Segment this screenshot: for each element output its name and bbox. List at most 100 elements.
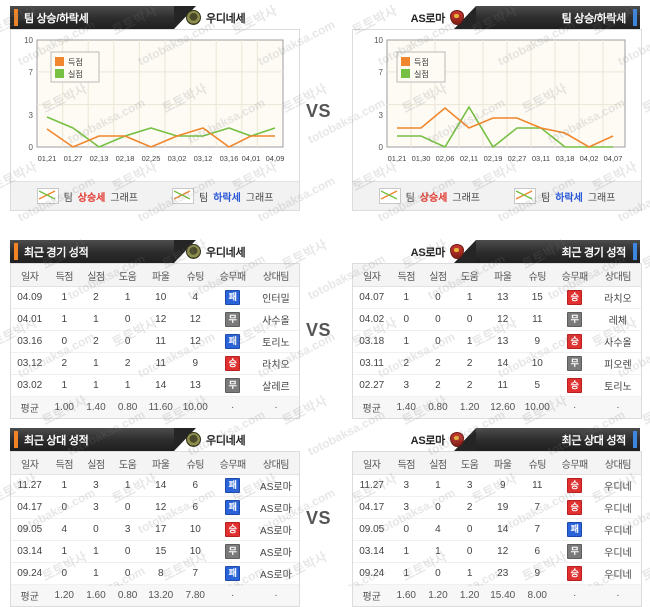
team-name: AS로마 <box>410 434 446 447</box>
svg-text:10: 10 <box>24 36 33 45</box>
shots: 10 <box>178 518 213 541</box>
recent-panel-home: 최근 경기 성적 우디네세 일자 득점 실점 도움 파울 슈팅 승무패 상대팀 <box>10 240 300 419</box>
opponent: AS로마 <box>252 474 299 497</box>
tab-recent-home[interactable]: 최근 경기 성적 <box>10 240 196 263</box>
col-fouls: 파울 <box>485 452 520 475</box>
team-name: 우디네세 <box>206 12 246 25</box>
opponent: 피오렌 <box>594 352 641 375</box>
panel-header-h2h-away: 최근 상대 성적 AS로마 <box>352 428 640 451</box>
avg-fouls: 11.60 <box>143 396 178 418</box>
col-goals: 득점 <box>390 264 423 287</box>
svg-text:01,27: 01,27 <box>64 154 83 163</box>
h2h-table-home: 일자 득점 실점 도움 파울 슈팅 승무패 상대팀 11.27 1 3 1 14 6 패 AS… <box>10 451 300 607</box>
result-badge-l: 패 <box>225 334 241 349</box>
opponent: 우디네 <box>594 562 641 585</box>
avg-opponent: · <box>594 396 641 418</box>
legend-uptrend-away[interactable]: 팀 상승세 그래프 <box>378 188 480 204</box>
goals: 1 <box>390 330 423 353</box>
shots: 5 <box>520 374 555 397</box>
result-badge-l: 패 <box>225 500 241 515</box>
conceded: 0 <box>422 308 454 331</box>
svg-text:04,02: 04,02 <box>580 154 599 163</box>
conceded: 3 <box>80 496 112 519</box>
fouls: 12 <box>485 308 520 331</box>
shots: 12 <box>178 308 213 331</box>
col-fouls: 파울 <box>485 264 520 287</box>
tab-h2h-away[interactable]: 최근 상대 성적 <box>454 428 640 451</box>
opponent: 인터밀 <box>252 286 299 309</box>
avg-shots: 10.00 <box>178 396 213 418</box>
fouls: 14 <box>485 352 520 375</box>
fouls: 11 <box>143 330 178 353</box>
panel-header-h2h-home: 최근 상대 성적 우디네세 <box>10 428 298 451</box>
svg-text:01,21: 01,21 <box>38 154 57 163</box>
fouls: 17 <box>143 518 178 541</box>
conceded: 1 <box>422 474 454 497</box>
goals: 0 <box>390 518 423 541</box>
goals: 1 <box>48 474 81 497</box>
legend-prefix: 팀 <box>405 192 415 204</box>
assists: 3 <box>453 474 486 497</box>
assists: 0 <box>111 496 144 519</box>
fouls: 12 <box>143 496 178 519</box>
avg-fouls: 12.60 <box>485 396 520 418</box>
fouls: 9 <box>485 474 520 497</box>
roma-crest-icon <box>450 244 464 259</box>
assists: 2 <box>453 496 486 519</box>
conceded: 1 <box>80 562 112 585</box>
shots: 9 <box>520 562 555 585</box>
svg-text:02,25: 02,25 <box>142 154 161 163</box>
result-cell: 승 <box>554 496 595 519</box>
svg-text:02,27: 02,27 <box>508 154 527 163</box>
legend-uptrend-home[interactable]: 팀 상승세 그래프 <box>36 188 138 204</box>
tab-accent-icon <box>14 243 18 260</box>
legend-downtrend-home[interactable]: 팀 하락세 그래프 <box>172 188 273 204</box>
opponent: AS로마 <box>252 540 299 563</box>
col-date: 일자 <box>11 452 49 475</box>
opponent: AS로마 <box>252 496 299 519</box>
team-label-home: 우디네세 <box>186 6 246 29</box>
match-date: 03.14 <box>11 540 49 563</box>
avg-conceded: 1.40 <box>80 396 112 418</box>
roma-crest-icon <box>450 432 464 447</box>
svg-text:실점: 실점 <box>414 69 429 79</box>
team-label-away: AS로마 <box>411 6 464 29</box>
match-date: 03.11 <box>353 352 391 375</box>
conceded: 1 <box>80 308 112 331</box>
assists: 2 <box>453 374 486 397</box>
udinese-crest-icon <box>186 10 201 25</box>
legend-downtrend-away[interactable]: 팀 하락세 그래프 <box>514 188 615 204</box>
result-cell: 패 <box>212 330 253 353</box>
col-assists: 도움 <box>453 452 486 475</box>
shots: 6 <box>178 474 213 497</box>
goals: 3 <box>390 474 423 497</box>
col-assists: 도움 <box>453 264 486 287</box>
tab-trend-away[interactable]: 팀 상승/하락세 <box>454 6 640 29</box>
assists: 1 <box>111 374 144 397</box>
match-date: 02.27 <box>353 374 391 397</box>
col-assists: 도움 <box>111 452 144 475</box>
tab-recent-away[interactable]: 최근 경기 성적 <box>454 240 640 263</box>
avg-result: · <box>212 584 253 606</box>
avg-fouls: 15.40 <box>485 584 520 606</box>
fouls: 11 <box>143 352 178 375</box>
match-date: 09.05 <box>353 518 391 541</box>
average-label: 평균 <box>353 396 391 418</box>
svg-text:03,18: 03,18 <box>556 154 575 163</box>
udinese-crest-icon <box>186 432 201 447</box>
average-row: 평균 1.40 0.80 1.20 12.60 10.00 · · <box>353 396 641 418</box>
average-label: 평균 <box>11 584 49 606</box>
result-badge-d: 무 <box>225 312 241 327</box>
shots: 6 <box>520 540 555 563</box>
opponent: 토리노 <box>594 374 641 397</box>
fouls: 14 <box>143 374 178 397</box>
downtrend-graph-icon <box>514 188 536 204</box>
avg-conceded: 0.80 <box>422 396 454 418</box>
match-date: 09.24 <box>11 562 49 585</box>
conceded: 1 <box>80 374 112 397</box>
result-badge-w: 승 <box>567 500 583 515</box>
panel-header-home: 팀 상승/하락세 우디네세 <box>10 6 298 29</box>
opponent: 우디네 <box>594 496 641 519</box>
tab-trend-home[interactable]: 팀 상승/하락세 <box>10 6 196 29</box>
tab-h2h-home[interactable]: 최근 상대 성적 <box>10 428 196 451</box>
